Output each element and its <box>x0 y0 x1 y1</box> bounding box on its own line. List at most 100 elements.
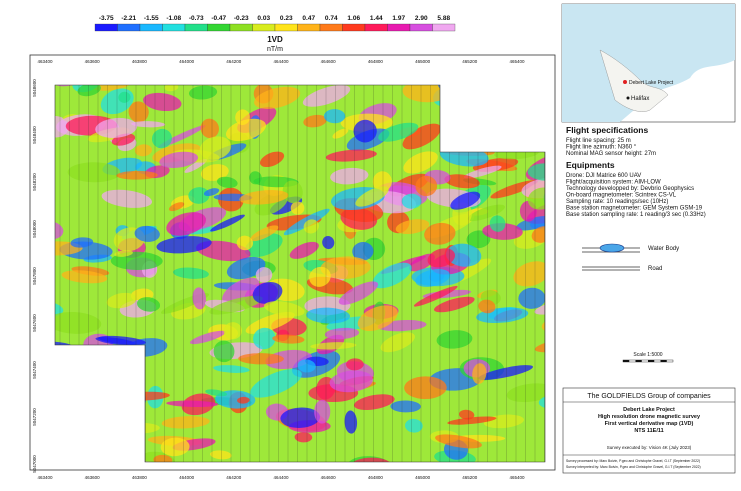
anomaly <box>463 29 502 52</box>
anomaly <box>506 383 545 403</box>
anomaly <box>586 318 602 331</box>
anomaly <box>134 144 152 157</box>
anomaly <box>378 122 419 142</box>
anomaly <box>427 248 456 268</box>
anomaly <box>390 400 421 413</box>
anomaly <box>118 91 131 103</box>
anomaly <box>106 292 137 309</box>
anomaly <box>193 31 210 51</box>
x-coord-label-top: 463600 <box>85 59 101 64</box>
anomaly <box>166 400 219 408</box>
anomaly <box>136 297 161 312</box>
survey-name: High resolution drone magnetic survey <box>598 414 701 420</box>
colorbar-label: 0.47 <box>302 15 315 22</box>
colorbar-swatch <box>184 23 208 32</box>
anomaly <box>188 187 210 204</box>
anomaly <box>200 118 219 139</box>
anomaly <box>189 330 226 345</box>
colorbar-swatch <box>409 23 433 32</box>
x-coord-label-top: 464400 <box>273 59 289 64</box>
anomaly <box>250 225 279 242</box>
anomaly <box>250 369 302 398</box>
anomaly <box>606 239 641 265</box>
anomaly <box>402 123 442 150</box>
anomaly <box>507 0 562 34</box>
anomaly <box>324 327 360 340</box>
anomaly <box>322 236 335 250</box>
anomaly <box>95 117 138 138</box>
anomaly <box>225 118 267 142</box>
anomaly <box>223 322 243 340</box>
anomaly <box>308 0 329 5</box>
x-coord-label-top: 465400 <box>509 59 525 64</box>
map-name: First vertical derivative map (1VD) <box>605 421 694 427</box>
anomaly <box>472 363 487 385</box>
x-coord-label-top: 464800 <box>368 59 384 64</box>
y-coord-label: 5047000 <box>32 455 37 473</box>
scale-bar-frame <box>622 359 674 363</box>
company: The GOLDFIELDS Group of companies <box>587 393 711 400</box>
anomaly <box>55 221 64 240</box>
water-symbol <box>599 243 625 253</box>
anomaly <box>527 163 545 181</box>
colorbar-label: 0.74 <box>325 15 338 22</box>
y-coord-label: 5047600 <box>32 314 37 332</box>
road-symbol <box>582 266 640 271</box>
x-coord-label: 465200 <box>462 475 478 480</box>
colorbar-label: 1.44 <box>370 15 383 22</box>
colorbar-label: -1.55 <box>144 15 159 22</box>
inset-project: Debert Lake Project <box>629 80 674 86</box>
anomaly <box>210 214 245 232</box>
anomaly <box>490 180 538 199</box>
anomaly <box>236 235 254 251</box>
x-coord-label-top: 465200 <box>462 59 478 64</box>
colorbar-swatch <box>139 23 163 32</box>
anomaly <box>151 128 172 149</box>
anomaly <box>235 109 250 126</box>
colorbar-title: 1VD <box>267 35 283 44</box>
anomaly <box>346 358 364 371</box>
anomaly <box>489 215 506 232</box>
anomaly <box>272 334 305 344</box>
anomaly <box>598 284 636 301</box>
anomaly <box>321 0 358 7</box>
x-coord-label: 464400 <box>273 475 289 480</box>
colorbar-label: -3.75 <box>99 15 114 22</box>
x-coord-label-top: 464200 <box>226 59 242 64</box>
x-coord-label-top: 463800 <box>132 59 148 64</box>
x-coord-label-top: 464600 <box>321 59 337 64</box>
processed: Survey processed by: Marc Boivin, P.geo … <box>566 459 700 463</box>
x-coord-label-top: 465000 <box>415 59 431 64</box>
anomaly <box>166 212 207 236</box>
y-coord-label: 5047800 <box>32 267 37 285</box>
anomaly <box>200 164 229 181</box>
anomaly <box>355 186 389 207</box>
anomaly <box>67 162 121 183</box>
x-coord-label-top: 464000 <box>179 59 195 64</box>
anomaly <box>306 307 351 324</box>
anomaly <box>405 0 441 7</box>
anomaly <box>405 418 423 433</box>
anomaly <box>203 188 220 197</box>
colorbar-label: 1.06 <box>347 15 360 22</box>
anomaly <box>77 85 101 97</box>
y-coord-label: 5048200 <box>32 173 37 191</box>
anomaly <box>168 202 185 212</box>
anomaly <box>192 287 207 310</box>
anomaly <box>61 270 108 284</box>
anomaly <box>255 267 273 283</box>
colorbar-label: -1.08 <box>166 15 181 22</box>
anomaly <box>352 242 374 261</box>
inset-water <box>562 4 735 122</box>
anomaly <box>323 109 346 124</box>
anomaly <box>253 327 276 350</box>
anomaly <box>564 219 593 241</box>
y-coord-label: 5047200 <box>32 408 37 426</box>
anomaly <box>533 36 560 58</box>
specs-title: Flight specifications <box>566 125 648 135</box>
anomaly <box>531 226 545 243</box>
colorbar-unit: nT/m <box>267 46 283 53</box>
colorbar-swatch <box>274 23 298 32</box>
colorbar-swatch <box>297 23 321 32</box>
